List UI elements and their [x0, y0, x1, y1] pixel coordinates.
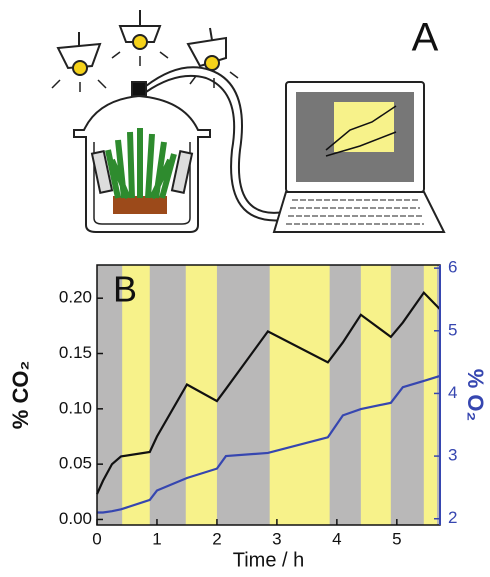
diagram: [51, 10, 446, 233]
y2-tick-label: 6: [448, 258, 457, 277]
x-tick-label: 1: [152, 529, 161, 548]
y2-tick-label: 3: [448, 446, 457, 465]
x-tick-label: 4: [332, 529, 341, 548]
y-tick-label: 0.10: [59, 398, 92, 417]
y2-tick-label: 5: [448, 320, 457, 339]
light-period: [269, 265, 330, 525]
light-period: [360, 265, 391, 525]
panel-label: A: [412, 16, 439, 60]
y-tick-label: 0.15: [59, 343, 92, 362]
lamp: [111, 10, 169, 66]
light-period: [185, 265, 217, 525]
x-tick-label: 0: [92, 529, 101, 548]
x-tick-label: 5: [392, 529, 401, 548]
lamp: [51, 32, 107, 92]
x-axis-title: Time / h: [233, 549, 305, 571]
y-tick-label: 0.05: [59, 454, 92, 473]
plot: 0 1 2 3 4 5 0.00 0.05 0.10 0.15 0.20 2 3 4 5 6 B Time / h…: [8, 258, 488, 572]
y2-tick-label: 2: [448, 508, 457, 527]
y-tick-label: 0.00: [59, 509, 92, 528]
series-line: [95, 290, 441, 495]
y2-tick-label: 4: [448, 383, 457, 402]
x-tick-label: 3: [272, 529, 281, 548]
y2-axis-title: % O₂: [463, 369, 488, 422]
y-axis-title: % CO₂: [8, 361, 33, 429]
series-line: [97, 374, 441, 514]
y-tick-label: 0.20: [59, 288, 92, 307]
x-tick-label: 2: [212, 529, 221, 548]
light-period: [122, 265, 150, 525]
light-period: [423, 265, 438, 525]
lamp: [186, 27, 239, 88]
panel-label: B: [113, 269, 137, 310]
